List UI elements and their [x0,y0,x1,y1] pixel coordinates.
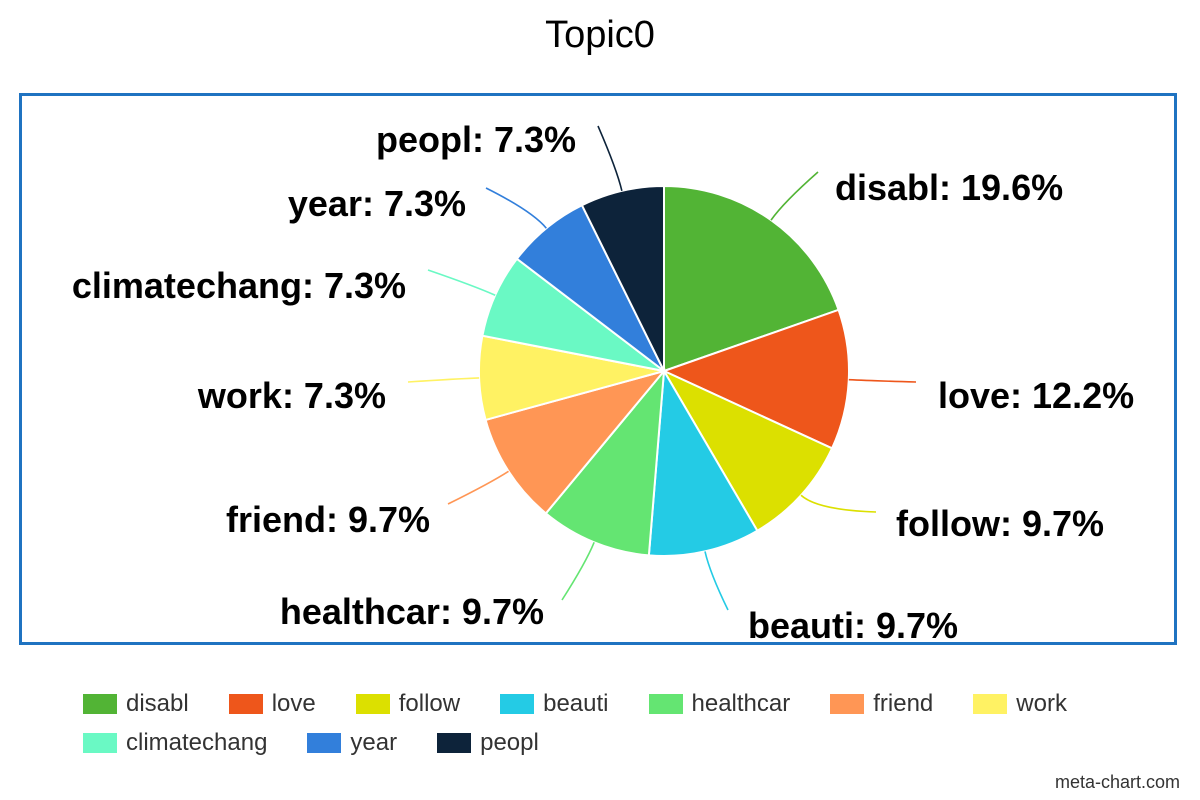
legend-swatch [83,732,117,753]
pie-slice-beauti[interactable] [647,367,759,557]
legend-label: year [350,728,398,756]
slice-label-disabl: disabl: 19.6% [835,167,1063,208]
slice-label-beauti: beauti: 9.7% [748,605,958,646]
legend-label: climatechang [126,728,268,756]
chart-title: Topic0 [545,14,655,56]
legend-swatch [355,693,390,714]
legend-row: disabl love follow beauti healthcar friend wor… [83,684,1133,723]
slice-label-love: love: 12.2% [938,375,1134,416]
legend-label: disabl [126,689,189,717]
leader-line-year [485,187,547,229]
slice-label-follow: follow: 9.7% [896,503,1104,544]
slice-labels: disabl: 19.6% love: 12.2% follow: 9.7% beau… [72,119,1134,646]
legend-swatch [500,693,535,714]
legend-item-climatechang[interactable]: climatechang [83,729,267,757]
pie-slice-follow[interactable] [661,368,834,533]
legend-label: follow [398,689,461,717]
legend-item-friend[interactable]: friend [830,690,933,718]
legend-item-disabl[interactable]: disabl [83,690,189,718]
legend-swatch [830,693,865,714]
slice-label-friend: friend: 9.7% [226,499,430,540]
legend-swatch [228,693,263,714]
legend: disabl love follow beauti healthcar friend wor… [83,684,1133,762]
legend-swatch [648,693,683,714]
pie-slice-love[interactable] [661,308,850,450]
leader-line-love [848,378,917,383]
leader-line-work [407,377,480,383]
legend-item-year[interactable]: year [307,729,397,757]
pie-slices [478,184,850,557]
plot-frame [19,93,1177,645]
legend-label: friend [873,689,934,717]
legend-label: love [271,689,316,717]
pie-chart: disabl: 19.6% love: 12.2% follow: 9.7% beau… [72,119,1134,646]
leader-line-climatechang [427,269,496,296]
slice-label-climatechang: climatechang: 7.3% [72,265,406,306]
legend-item-healthcar[interactable]: healthcar [648,689,791,718]
legend-swatch [307,732,342,753]
pie-slice-peopl[interactable] [580,184,665,372]
legend-item-beauti[interactable]: beauti [500,689,609,718]
legend-item-peopl[interactable]: peopl [437,729,539,757]
watermark: meta-chart.com [1054,772,1180,792]
leader-line-disabl [770,171,819,221]
pie-slice-friend[interactable] [484,369,667,515]
legend-row: climatechang year peopl [83,723,1133,762]
legend-label: peopl [480,728,539,756]
legend-label: work [1016,689,1067,717]
legend-swatch [973,693,1008,714]
slice-label-healthcar: healthcar: 9.7% [280,591,544,632]
slice-label-year: year: 7.3% [288,183,466,224]
slice-label-work: work: 7.3% [197,375,386,416]
legend-label: healthcar [691,689,791,717]
legend-item-work[interactable]: work [973,690,1067,718]
legend-item-love[interactable]: love [228,689,316,718]
legend-swatch [83,693,117,714]
legend-label: beauti [543,689,609,717]
leader-line-peopl [597,125,623,192]
legend-swatch [437,732,472,753]
leader-line-follow [800,494,877,513]
legend-item-follow[interactable]: follow [355,689,461,718]
leader-line-healthcar [561,542,595,601]
leader-line-beauti [704,551,729,611]
slice-label-peopl: peopl: 7.3% [376,119,576,160]
leader-line-friend [447,470,509,505]
label-leader-lines [407,125,917,611]
